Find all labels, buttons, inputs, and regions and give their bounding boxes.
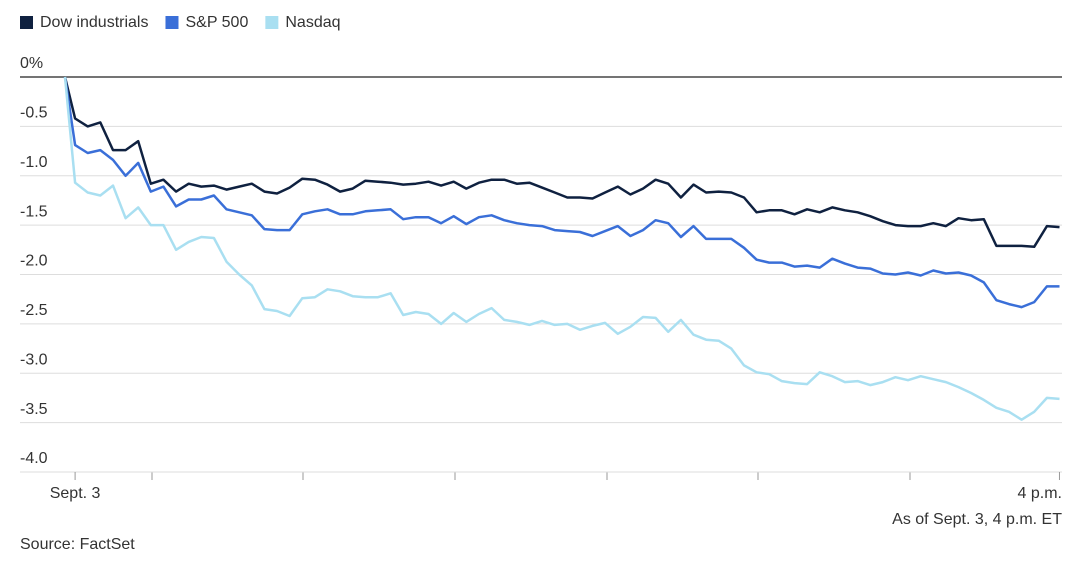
y-tick-label: 0% bbox=[20, 55, 43, 72]
legend-label: Nasdaq bbox=[285, 14, 340, 31]
series-line bbox=[63, 76, 1060, 421]
series-line bbox=[63, 76, 1060, 249]
legend-label: Dow industrials bbox=[40, 14, 148, 31]
y-tick-label: -3.0 bbox=[20, 351, 48, 368]
y-tick-label: -2.0 bbox=[20, 253, 48, 270]
y-tick-label: -2.5 bbox=[20, 302, 48, 319]
legend-label: S&P 500 bbox=[185, 14, 248, 31]
y-tick-label: -0.5 bbox=[20, 105, 48, 122]
note: As of Sept. 3, 4 p.m. ET bbox=[892, 511, 1062, 528]
legend-swatch bbox=[20, 16, 33, 29]
minor-x-ticks bbox=[151, 472, 911, 480]
x-tick-label: 4 p.m. bbox=[1018, 485, 1062, 502]
series-line bbox=[63, 76, 1060, 309]
source: Source: FactSet bbox=[20, 536, 135, 553]
y-tick-label: -4.0 bbox=[20, 450, 48, 467]
legend-swatch bbox=[265, 16, 279, 29]
x-tick-label: Sept. 3 bbox=[50, 485, 101, 502]
y-tick-label: -1.0 bbox=[20, 154, 48, 171]
y-tick-label: -1.5 bbox=[20, 203, 48, 220]
y-tick-label: -3.5 bbox=[20, 401, 48, 418]
legend-swatch bbox=[165, 16, 179, 29]
